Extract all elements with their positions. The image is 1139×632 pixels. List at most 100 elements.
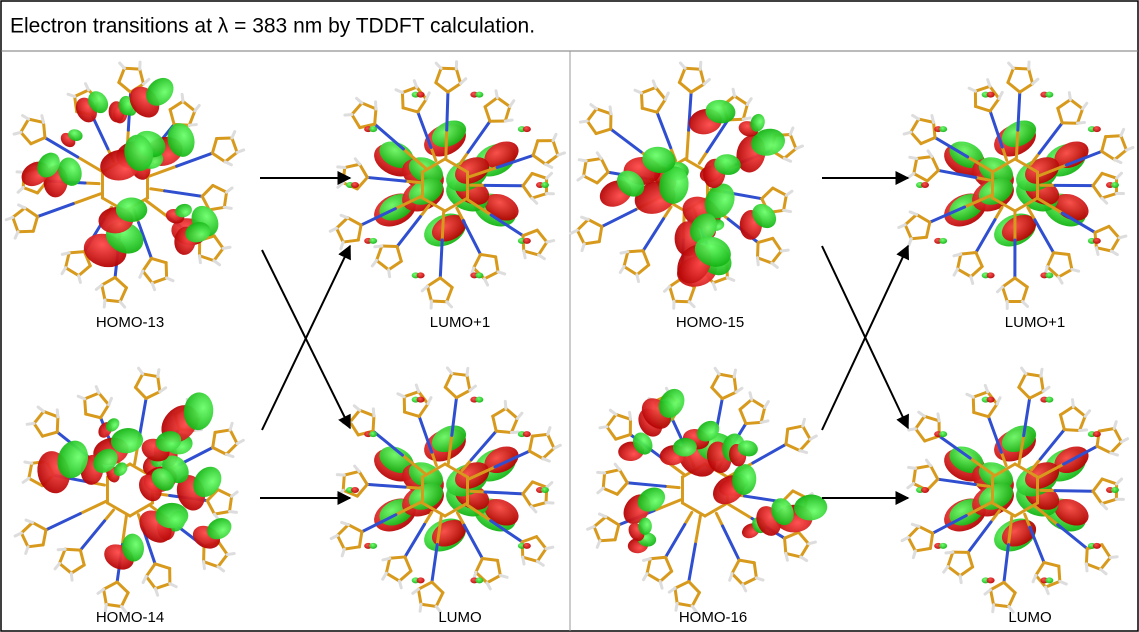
bond bbox=[500, 575, 507, 577]
orbital-label: LUMO bbox=[1008, 609, 1051, 626]
bond bbox=[158, 370, 159, 377]
orbital-lobe bbox=[417, 397, 425, 403]
bond bbox=[42, 116, 44, 123]
bond bbox=[803, 419, 805, 426]
bond bbox=[904, 132, 911, 134]
bond bbox=[189, 125, 196, 126]
bond bbox=[1086, 564, 1087, 571]
bond bbox=[345, 115, 352, 116]
bond bbox=[105, 300, 120, 302]
bond bbox=[784, 210, 791, 211]
orbital-lobe bbox=[939, 543, 947, 549]
bond bbox=[1018, 92, 1020, 130]
orbital-lobe bbox=[939, 126, 947, 132]
bond bbox=[383, 558, 390, 560]
orbital-lobe bbox=[921, 487, 929, 493]
bond bbox=[603, 473, 604, 488]
bond bbox=[637, 275, 639, 282]
bond bbox=[452, 373, 467, 375]
bond bbox=[57, 410, 58, 417]
bond bbox=[994, 605, 1009, 607]
bond bbox=[1013, 68, 1028, 69]
bond bbox=[532, 434, 547, 436]
bond bbox=[375, 109, 376, 124]
bond bbox=[420, 604, 421, 611]
orbital-lobe bbox=[1093, 431, 1101, 437]
bond bbox=[909, 467, 916, 468]
bond bbox=[224, 207, 231, 208]
bond bbox=[628, 251, 643, 252]
bond bbox=[341, 242, 343, 249]
bond bbox=[217, 138, 232, 139]
bond bbox=[665, 486, 679, 487]
bond bbox=[800, 451, 807, 453]
bond bbox=[621, 252, 628, 253]
bond bbox=[547, 241, 554, 243]
bond bbox=[758, 258, 759, 265]
title: Electron transitions at λ = 383 nm by TD… bbox=[10, 15, 535, 38]
bond bbox=[917, 157, 932, 159]
bond bbox=[954, 254, 961, 256]
bond bbox=[579, 160, 586, 161]
orbital-lobe bbox=[523, 238, 531, 244]
orbital-lobe bbox=[351, 487, 359, 493]
orbital-label: LUMO+1 bbox=[1005, 314, 1065, 331]
bond bbox=[746, 422, 761, 423]
bond bbox=[676, 603, 677, 610]
orbital-label: LUMO bbox=[438, 609, 481, 626]
orbital-lobe bbox=[475, 397, 483, 403]
bond bbox=[25, 462, 32, 463]
orbital-lobe bbox=[1045, 92, 1053, 98]
bond bbox=[14, 132, 21, 134]
bond bbox=[750, 393, 752, 400]
orbital-lobe bbox=[1111, 487, 1119, 493]
bond bbox=[754, 563, 756, 578]
bond bbox=[786, 553, 788, 560]
bond bbox=[912, 524, 919, 526]
bond bbox=[610, 107, 611, 114]
orbital-lobe bbox=[475, 92, 483, 98]
bond bbox=[1086, 549, 1087, 564]
bond bbox=[104, 300, 105, 307]
bond bbox=[600, 427, 607, 428]
orbital-lobe bbox=[1093, 543, 1101, 549]
bond bbox=[786, 429, 788, 444]
bond bbox=[421, 604, 436, 606]
bond bbox=[960, 576, 961, 583]
bond bbox=[910, 157, 917, 158]
bond bbox=[496, 431, 511, 432]
bond bbox=[399, 581, 401, 588]
bond bbox=[734, 370, 735, 377]
orbital-lobe bbox=[351, 182, 359, 188]
bond bbox=[405, 487, 419, 488]
bond bbox=[988, 80, 990, 87]
bond bbox=[946, 552, 953, 553]
bond bbox=[27, 423, 34, 424]
orbital-label: HOMO-14 bbox=[96, 609, 164, 626]
bond bbox=[402, 93, 403, 108]
bond bbox=[913, 551, 915, 558]
bond bbox=[687, 130, 689, 159]
orbital-lobe bbox=[987, 272, 995, 278]
bond bbox=[85, 183, 99, 184]
bond bbox=[69, 252, 84, 253]
orbital-lobe bbox=[417, 92, 425, 98]
bond bbox=[79, 276, 81, 283]
orbital-lobe bbox=[417, 272, 425, 278]
bond bbox=[68, 94, 75, 96]
bond bbox=[389, 270, 390, 277]
bond bbox=[743, 118, 750, 119]
bond bbox=[343, 240, 358, 242]
orbital-lobe bbox=[1111, 182, 1119, 188]
bond bbox=[373, 416, 374, 431]
bond bbox=[496, 91, 497, 98]
orbital-lobe bbox=[987, 577, 995, 583]
orbital-lobe bbox=[1093, 126, 1101, 132]
bond bbox=[524, 251, 525, 258]
bond bbox=[155, 589, 157, 596]
bond bbox=[85, 399, 86, 414]
orbital-lobe bbox=[987, 397, 995, 403]
orbital-lobe bbox=[475, 577, 483, 583]
bond bbox=[230, 496, 232, 511]
orbital-lobe bbox=[523, 126, 531, 132]
